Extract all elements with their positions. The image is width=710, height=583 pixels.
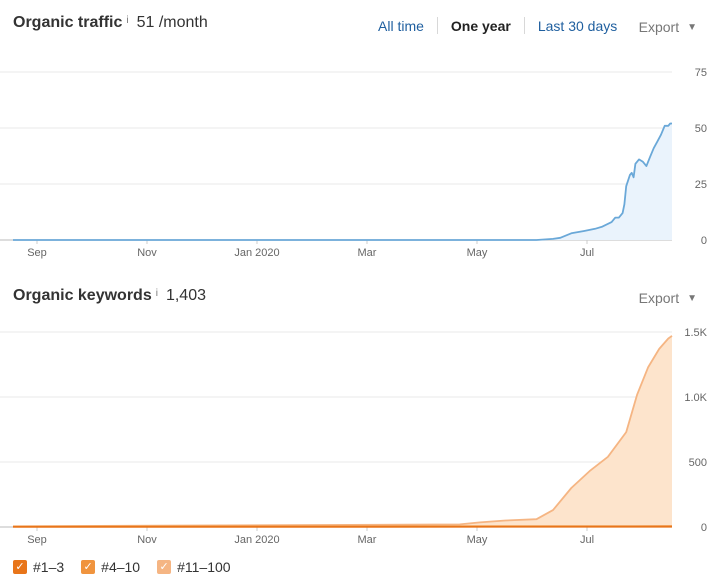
- series-area: [13, 335, 672, 527]
- y-tick-label: 0: [701, 522, 707, 534]
- traffic-export-button[interactable]: Export ▼: [639, 19, 697, 35]
- x-tick-label: Jul: [580, 534, 594, 546]
- date-range-tabs: All time One year Last 30 days: [378, 17, 617, 34]
- x-tick-label: Jul: [580, 247, 594, 259]
- caret-down-icon: ▼: [687, 21, 697, 33]
- traffic-title: Organic traffic: [13, 14, 123, 31]
- y-tick-label: 1.5K: [684, 327, 707, 339]
- range-one-year[interactable]: One year: [450, 17, 511, 34]
- y-tick-label: 50: [695, 123, 707, 135]
- x-tick-label: May: [467, 247, 488, 259]
- keywords-info-icon[interactable]: i: [155, 288, 158, 299]
- keywords-metric: 1,403: [165, 287, 206, 304]
- x-tick-label: Mar: [358, 247, 377, 259]
- x-tick-label: Jan 2020: [234, 534, 279, 546]
- x-tick-label: Jan 2020: [234, 247, 279, 259]
- caret-down-icon: ▼: [687, 292, 697, 304]
- keywords-export-button[interactable]: Export ▼: [639, 290, 697, 306]
- keywords-title: Organic keywords: [13, 287, 152, 304]
- legend-item-top10[interactable]: ✓ #4–10: [81, 559, 140, 575]
- x-tick-label: May: [467, 534, 488, 546]
- traffic-chart: 75 50 25 0 Sep Nov Jan 2020 Mar May Jul: [0, 67, 707, 259]
- keywords-header: Organic keywords i 1,403: [13, 287, 206, 311]
- legend-label: #4–10: [101, 559, 141, 575]
- checkbox-checked-icon[interactable]: ✓: [13, 560, 27, 574]
- x-tick-label: Nov: [137, 247, 157, 259]
- legend-label: #1–3: [33, 559, 65, 575]
- x-tick-label: Sep: [27, 534, 47, 546]
- checkbox-checked-icon[interactable]: ✓: [157, 560, 172, 574]
- x-tick-label: Nov: [137, 534, 157, 546]
- export-label: Export: [638, 19, 680, 35]
- legend-label: #11–100: [177, 559, 231, 575]
- range-all-time[interactable]: All time: [378, 17, 424, 34]
- series-line: [13, 122, 672, 241]
- traffic-metric: 51 /month: [136, 14, 208, 31]
- range-divider: [436, 17, 438, 34]
- y-tick-label: 75: [695, 67, 707, 79]
- range-last-30-days[interactable]: Last 30 days: [537, 17, 618, 34]
- range-divider: [523, 17, 525, 34]
- y-tick-label: 25: [695, 179, 707, 191]
- x-tick-label: Sep: [27, 247, 47, 259]
- series-area: [13, 123, 672, 240]
- y-tick-label: 1.0K: [684, 392, 707, 404]
- series-line: [12, 335, 673, 528]
- keywords-legend: ✓ #1–3 ✓ #4–10 ✓ #11–100: [13, 559, 248, 575]
- traffic-header: Organic traffic i 51 /month: [13, 14, 208, 38]
- traffic-info-icon[interactable]: i: [126, 15, 129, 26]
- checkbox-checked-icon[interactable]: ✓: [81, 560, 96, 574]
- y-tick-label: 0: [701, 235, 707, 247]
- export-label: Export: [638, 290, 680, 306]
- x-tick-label: Mar: [358, 534, 377, 546]
- y-tick-label: 500: [689, 457, 707, 469]
- legend-item-top100[interactable]: ✓ #11–100: [157, 559, 231, 575]
- keywords-chart: 1.5K 1.0K 500 0 Sep Nov Jan 2020 Mar May Jul: [0, 327, 708, 546]
- legend-item-top3[interactable]: ✓ #1–3: [13, 559, 64, 575]
